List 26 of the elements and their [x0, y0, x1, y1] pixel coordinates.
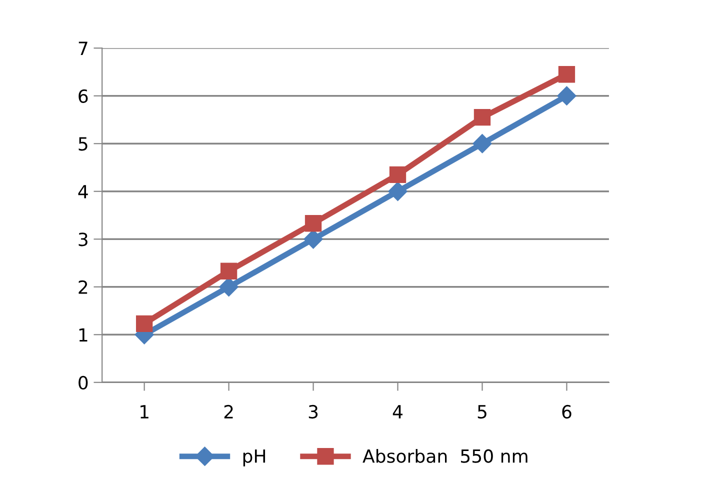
y-tick-label: 0 [78, 376, 88, 390]
x-tick-label: 1 [140, 405, 148, 418]
point [558, 66, 576, 83]
x-tick-label: 6 [562, 404, 572, 419]
point [304, 230, 323, 249]
y-tick-label: 4 [78, 185, 88, 198]
legend-label: Absorban 550 nm [362, 448, 528, 463]
point [136, 315, 153, 332]
y-tick-label: 6 [78, 89, 88, 103]
x-tick-label: 5 [478, 405, 486, 419]
legend-label: pH [243, 450, 266, 466]
point [472, 134, 492, 154]
x-tick-label: 2 [224, 404, 233, 418]
x-tick-label: 3 [308, 404, 318, 419]
y-tick-label: 1 [79, 328, 88, 342]
y-tick-label: 2 [78, 280, 88, 294]
y-tick-label: 3 [78, 232, 88, 246]
point [220, 262, 238, 280]
point [557, 86, 576, 106]
y-tick-label: 5 [78, 137, 88, 151]
point [389, 166, 406, 183]
point [304, 215, 322, 232]
x-tick-label: 4 [392, 405, 402, 418]
point [474, 109, 491, 126]
y-tick-label: 7 [78, 42, 88, 55]
point [388, 182, 408, 201]
